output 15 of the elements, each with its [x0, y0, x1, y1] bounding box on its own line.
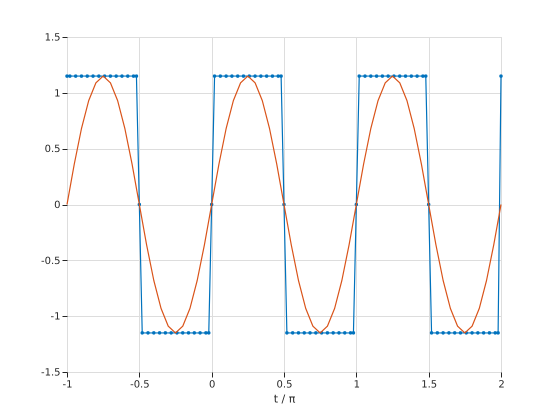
x-axis-title: t / π — [274, 392, 296, 406]
y-tick-label: -1 — [50, 312, 60, 323]
x-tick-label: 1 — [354, 380, 360, 390]
x-tick-label: 1.5 — [421, 380, 438, 390]
y-tick-label: 1.5 — [44, 32, 60, 44]
y-tick-label: 1 — [54, 88, 60, 100]
x-tick-label: 0.5 — [276, 380, 292, 390]
x-tick-label: 0 — [208, 380, 216, 390]
y-tick-label: 0 — [54, 200, 60, 211]
x-tick-label: 2 — [498, 380, 505, 390]
y-tick-label: -1.5 — [40, 368, 60, 378]
x-tick-label: -1 — [62, 380, 72, 390]
x-tick-label: -0.5 — [130, 380, 150, 390]
y-tick-label: -0.5 — [40, 256, 60, 267]
y-tick-label: 0.5 — [44, 144, 60, 156]
